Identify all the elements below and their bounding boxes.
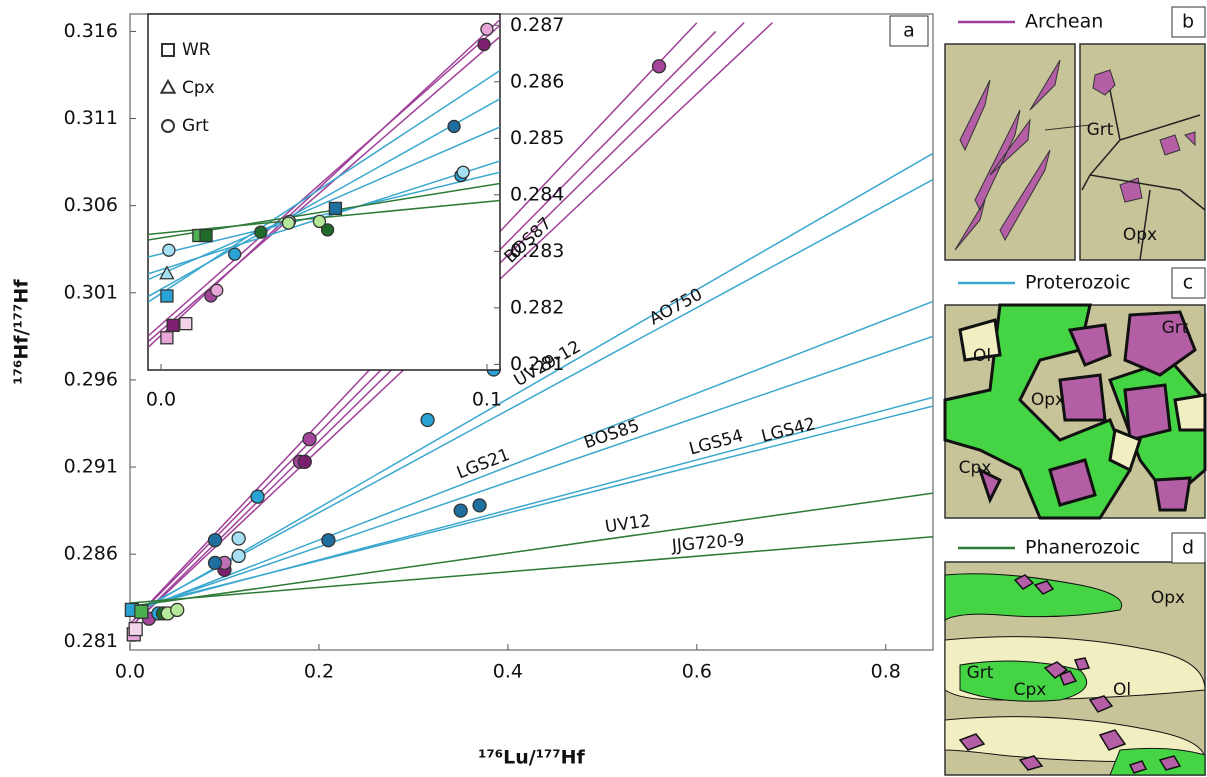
mineral-label: Cpx — [959, 458, 992, 478]
data-point — [135, 605, 148, 618]
x-tick-label: 0.0 — [146, 389, 176, 411]
x-tick-label: 0.6 — [682, 661, 712, 683]
y-tick-label: 0.316 — [64, 20, 118, 42]
data-point — [478, 39, 490, 51]
mineral-label: Grt — [1162, 318, 1189, 338]
y-tick-label: 0.284 — [510, 183, 564, 205]
x-tick-label: 0.8 — [871, 661, 901, 683]
data-point — [448, 120, 460, 132]
data-point — [251, 490, 264, 503]
data-point — [180, 318, 192, 330]
mineral-label: Opx — [1151, 588, 1185, 608]
data-point — [211, 284, 223, 296]
y-tick-label: 0.281 — [64, 630, 118, 652]
y-axis-title: ¹⁷⁶Hf/¹⁷⁷Hf — [11, 279, 33, 385]
data-point — [255, 226, 267, 238]
y-tick-label: 0.286 — [64, 543, 118, 565]
data-point — [229, 248, 241, 260]
x-tick-label: 0.2 — [304, 661, 334, 683]
data-point — [232, 532, 245, 545]
panel-letter: d — [1182, 537, 1194, 559]
data-point — [457, 166, 469, 178]
figure: 0.0 0.2 0.4 0.6 0.8 0.281 0.286 0.291 0.296 0.301… — [0, 0, 1207, 777]
data-point — [298, 455, 311, 468]
data-point — [161, 290, 173, 302]
legend-label: Phanerozoic — [1025, 537, 1140, 559]
mineral-label: Ol — [973, 346, 991, 366]
y-tick-label: 0.306 — [64, 194, 118, 216]
data-point — [167, 319, 179, 331]
y-tick-label: 0.287 — [510, 14, 564, 36]
y-tick-label: 0.301 — [64, 281, 118, 303]
data-point — [129, 623, 142, 636]
data-point — [209, 534, 222, 547]
data-point — [481, 23, 493, 35]
data-point — [473, 499, 486, 512]
data-point — [303, 433, 316, 446]
mineral-label: Grt — [967, 663, 994, 683]
panel-b-art — [945, 44, 1205, 260]
data-point — [171, 603, 184, 616]
y-tick-label: 0.286 — [510, 70, 564, 92]
data-point — [653, 60, 666, 73]
panel-letter: a — [903, 20, 915, 42]
x-tick-label: 0.1 — [472, 389, 502, 411]
y-tick-label: 0.311 — [64, 107, 118, 129]
data-point — [329, 202, 341, 214]
legend-marker — [162, 44, 174, 56]
data-point — [161, 332, 173, 344]
y-tick-label: 0.283 — [510, 240, 564, 262]
y-tick-label: 0.281 — [510, 353, 564, 375]
y-tick-label: 0.291 — [64, 456, 118, 478]
x-tick-label: 0.0 — [115, 661, 145, 683]
data-point — [322, 534, 335, 547]
data-point — [282, 217, 294, 229]
x-axis-title: ¹⁷⁶Lu/¹⁷⁷Hf — [478, 747, 585, 769]
panel-letter: b — [1182, 11, 1194, 33]
data-point — [232, 549, 245, 562]
data-point — [200, 230, 212, 242]
page: {"chart_data": [ {"type": "scatter", "pa… — [0, 0, 1207, 777]
mineral-label: Opx — [1031, 390, 1065, 410]
data-point — [163, 244, 175, 256]
y-tick-label: 0.285 — [510, 127, 564, 149]
data-point — [313, 215, 325, 227]
legend-label: Cpx — [182, 78, 215, 98]
data-point — [209, 556, 222, 569]
legend-label: Grt — [182, 116, 209, 136]
mineral-label: Grt — [1087, 120, 1114, 140]
legend-label: Proterozoic — [1025, 272, 1131, 294]
mineral-label: Cpx — [1014, 680, 1047, 700]
y-tick-label: 0.282 — [510, 296, 564, 318]
data-point — [454, 504, 467, 517]
y-tick-label: 0.296 — [64, 368, 118, 390]
data-point — [421, 413, 434, 426]
legend-label: WR — [182, 40, 211, 60]
mineral-label: Ol — [1113, 680, 1131, 700]
legend-label: Archean — [1025, 11, 1103, 33]
x-tick-label: 0.4 — [493, 661, 523, 683]
legend-marker — [162, 120, 174, 132]
mineral-label: Opx — [1123, 225, 1157, 245]
panel-letter: c — [1183, 272, 1193, 294]
